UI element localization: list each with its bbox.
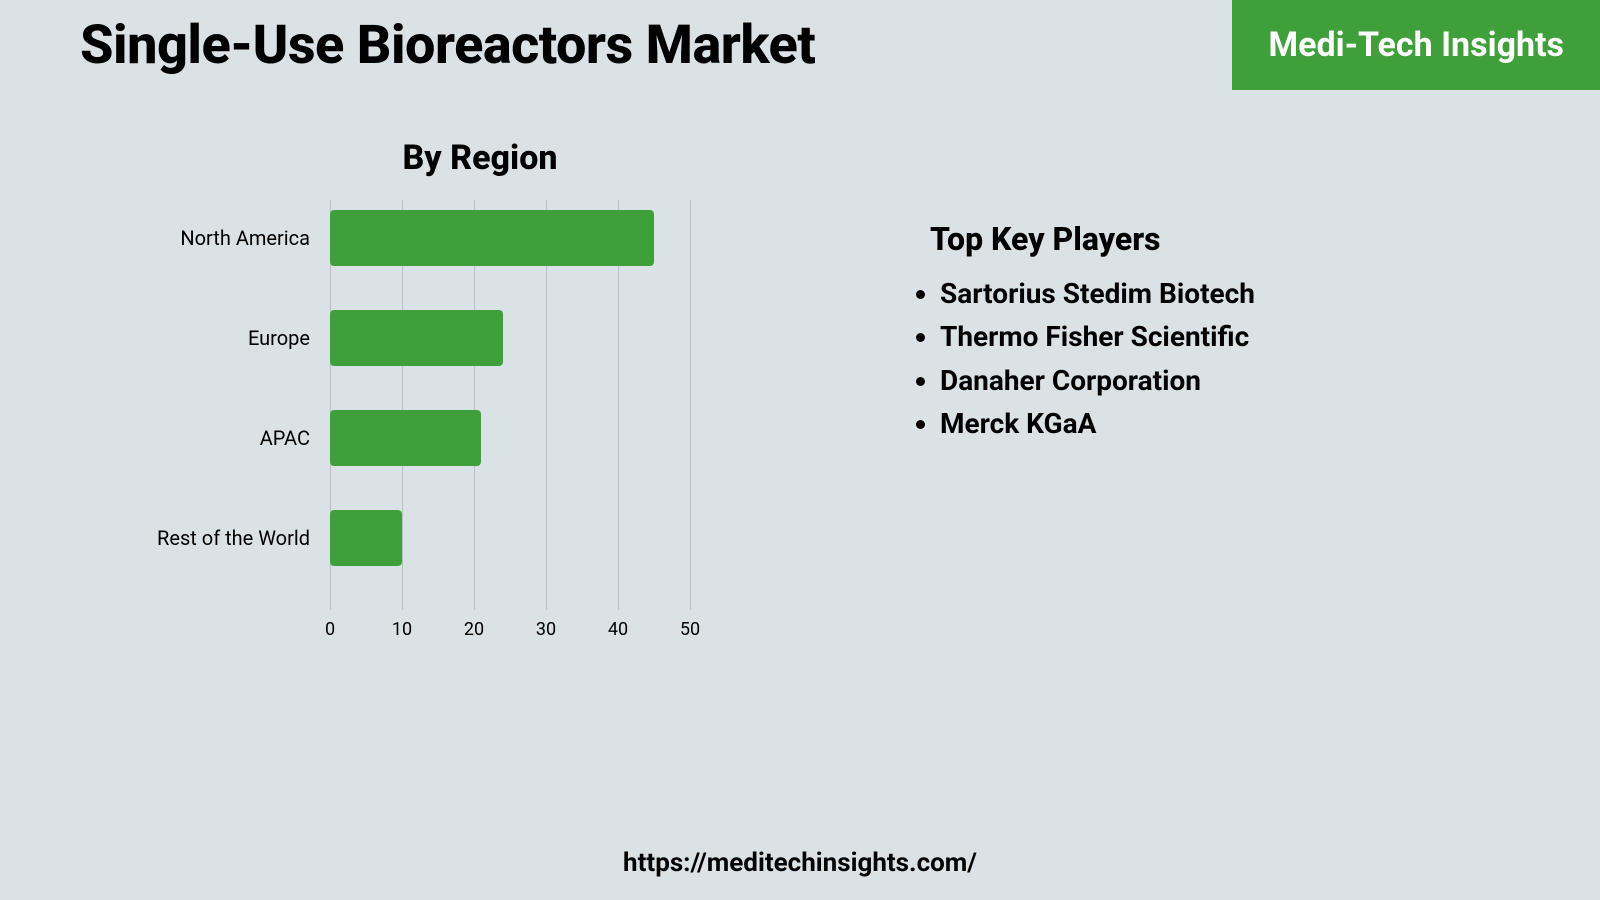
chart-xtick-label: 20 (464, 619, 484, 640)
footer-url: https://meditechinsights.com/ (0, 848, 1600, 878)
chart-ytick-label: APAC (260, 426, 310, 450)
chart-gridline (690, 200, 691, 610)
chart-xtick-label: 30 (536, 619, 556, 640)
players-column: Top Key Players Sartorius Stedim Biotech… (740, 130, 1540, 820)
chart-area: 0 10 20 30 40 50 North America Europe APAC Rest o… (100, 200, 740, 680)
players-list-item: Thermo Fisher Scientific (940, 315, 1540, 358)
chart-bar (330, 510, 402, 566)
players-list-item: Sartorius Stedim Biotech (940, 272, 1540, 315)
brand-badge: Medi-Tech Insights (1232, 0, 1600, 90)
chart-ytick-label: North America (180, 226, 310, 250)
chart-bar-row (330, 210, 654, 266)
chart-bar-row (330, 410, 481, 466)
chart-bar-row (330, 510, 402, 566)
chart-bar-row (330, 310, 503, 366)
players-title: Top Key Players (930, 220, 1540, 258)
chart-xtick-label: 40 (608, 619, 628, 640)
players-list: Sartorius Stedim BiotechThermo Fisher Sc… (890, 272, 1540, 446)
chart-ytick-label: Europe (248, 326, 310, 350)
chart-xtick-label: 50 (680, 619, 700, 640)
chart-title: By Region (220, 138, 740, 178)
header: Single-Use Bioreactors Market Medi-Tech … (0, 0, 1600, 90)
chart-ytick-label: Rest of the World (157, 526, 310, 550)
chart-column: By Region 0 10 20 30 40 50 North America Europe… (100, 130, 740, 820)
chart-xtick-label: 0 (325, 619, 335, 640)
players-list-item: Danaher Corporation (940, 359, 1540, 402)
chart-bar (330, 310, 503, 366)
players-list-item: Merck KGaA (940, 402, 1540, 445)
chart-bar (330, 210, 654, 266)
content-area: By Region 0 10 20 30 40 50 North America Europe… (100, 130, 1540, 820)
page-title: Single-Use Bioreactors Market (80, 14, 815, 77)
chart-xtick-label: 10 (392, 619, 412, 640)
chart-bar (330, 410, 481, 466)
chart-plot: 01020304050North AmericaEuropeAPACRest o… (330, 200, 690, 640)
